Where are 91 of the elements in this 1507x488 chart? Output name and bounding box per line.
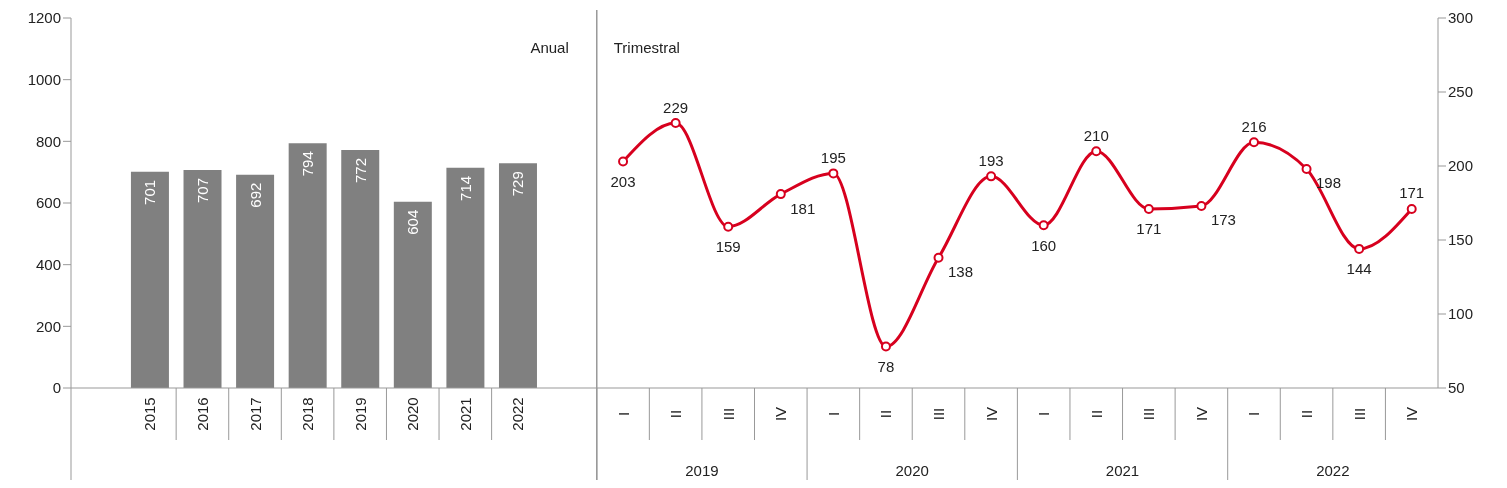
point <box>670 118 681 129</box>
data-label: 216 <box>1241 117 1267 135</box>
x-tick-label: I <box>1245 411 1263 417</box>
bar <box>341 149 380 388</box>
bar <box>183 170 222 388</box>
data-label: 229 <box>663 98 689 116</box>
data-label: 159 <box>715 238 741 256</box>
text: 2020 <box>895 461 929 479</box>
data-label: 604 <box>404 209 422 235</box>
y2-tick-label: 100 <box>1448 305 1474 323</box>
data-label: 171 <box>1136 220 1162 238</box>
y-tick-label: 400 <box>35 255 61 273</box>
data-label: 171 <box>1399 184 1425 202</box>
x-tick-label: III <box>1350 407 1368 421</box>
data-label: 138 <box>948 263 974 281</box>
x-tick-label: IV <box>982 406 1000 422</box>
point <box>1196 200 1207 211</box>
point <box>1406 203 1417 214</box>
data-label: 692 <box>246 182 264 208</box>
point <box>1143 203 1154 214</box>
y-tick-label: 0 <box>52 379 61 397</box>
y2-tick-label: 300 <box>1448 9 1474 27</box>
point <box>880 341 891 352</box>
data-label: 707 <box>194 178 212 204</box>
data-label: 701 <box>141 179 159 205</box>
data-label: 195 <box>820 148 846 166</box>
x-tick-label: II <box>667 409 685 419</box>
x-tick-label: 2018 <box>299 397 317 431</box>
data-label: 193 <box>978 151 1004 169</box>
x-tick-label: 2016 <box>193 397 211 431</box>
text: 2019 <box>685 461 719 479</box>
x-tick-label: III <box>719 407 737 421</box>
text: 2021 <box>1105 461 1140 479</box>
x-tick-label: I <box>824 411 842 417</box>
x-tick-label: III <box>930 407 948 421</box>
bar <box>288 143 327 388</box>
y-tick-label: 1000 <box>27 70 61 88</box>
data-label: 210 <box>1083 126 1109 144</box>
x-tick-label: II <box>1087 409 1105 419</box>
bar <box>130 171 169 388</box>
point <box>1091 146 1102 157</box>
x-tick-label: II <box>1298 409 1316 419</box>
point <box>1354 243 1365 254</box>
point <box>828 168 839 179</box>
y-tick-label: 200 <box>35 317 61 335</box>
y2-tick-label: 150 <box>1448 231 1474 249</box>
data-label: 729 <box>509 171 527 197</box>
annotation: Anual <box>530 38 569 56</box>
data-label: 160 <box>1031 236 1057 254</box>
y2-tick-label: 250 <box>1448 83 1474 101</box>
y-tick-label: 1200 <box>27 9 61 27</box>
annotation: Trimestral <box>613 38 680 56</box>
bar <box>446 167 485 388</box>
data-label: 181 <box>790 199 816 217</box>
data-label: 78 <box>877 358 895 376</box>
data-label: 198 <box>1316 174 1342 192</box>
x-tick-label: 2015 <box>141 397 159 431</box>
text: 2022 <box>1316 461 1350 479</box>
data-label: 772 <box>351 157 369 183</box>
data-label: 714 <box>456 175 474 201</box>
x-tick-label: I <box>1035 411 1053 417</box>
y2-tick-label: 50 <box>1448 379 1465 397</box>
x-tick-label: 2017 <box>246 397 264 431</box>
data-label: 794 <box>299 151 317 177</box>
point <box>1038 220 1049 231</box>
x-tick-label: 2020 <box>404 397 422 431</box>
x-tick-label: II <box>877 409 895 419</box>
point <box>1301 163 1312 174</box>
x-tick-label: 2019 <box>351 397 369 431</box>
point <box>986 171 997 182</box>
x-tick-label: IV <box>772 406 790 422</box>
point <box>775 189 786 200</box>
y2-tick-label: 200 <box>1448 157 1474 175</box>
bar <box>236 174 275 388</box>
point <box>723 221 734 232</box>
point <box>618 156 629 167</box>
x-tick-label: III <box>1140 407 1158 421</box>
y-tick-label: 800 <box>35 132 61 150</box>
x-tick-label: IV <box>1192 406 1210 422</box>
data-label: 203 <box>610 173 636 191</box>
x-tick-label: 2021 <box>456 397 474 431</box>
data-label: 173 <box>1210 211 1236 229</box>
x-tick-label: IV <box>1403 406 1421 422</box>
point <box>933 252 944 263</box>
x-tick-label: I <box>614 411 632 417</box>
data-label: 144 <box>1346 260 1372 278</box>
bar <box>498 163 537 388</box>
x-tick-label: 2022 <box>509 397 527 431</box>
y-tick-label: 600 <box>35 194 61 212</box>
point <box>1248 137 1259 148</box>
bar <box>393 201 432 388</box>
